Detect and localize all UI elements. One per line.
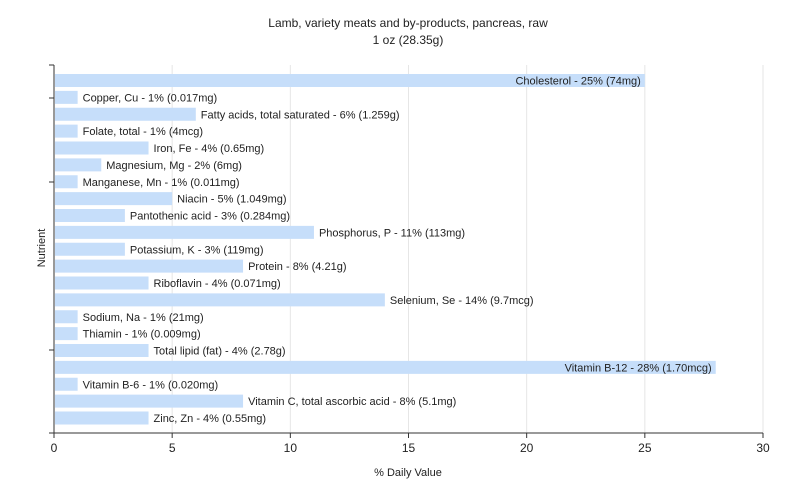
bar-label: Vitamin B-6 - 1% (0.020mg) xyxy=(83,379,219,391)
x-tick-label: 15 xyxy=(402,441,416,455)
bar-label: Folate, total - 1% (4mcg) xyxy=(83,126,203,138)
bar-label: Iron, Fe - 4% (0.65mg) xyxy=(154,143,265,155)
bar xyxy=(55,107,196,121)
bar xyxy=(55,411,149,425)
bar-label: Copper, Cu - 1% (0.017mg) xyxy=(83,92,218,104)
y-axis-label: Nutrient xyxy=(36,229,48,268)
bar xyxy=(55,293,385,307)
x-tick-label: 30 xyxy=(756,441,770,455)
x-axis-label: % Daily Value xyxy=(374,467,442,479)
bar xyxy=(55,344,149,357)
bar-label: Riboflavin - 4% (0.071mg) xyxy=(154,278,281,290)
bar-label: Pantothenic acid - 3% (0.284mg) xyxy=(130,211,290,223)
x-tick-label: 0 xyxy=(51,441,58,455)
bar xyxy=(55,394,244,408)
bar-label: Vitamin C, total ascorbic acid - 8% (5.1… xyxy=(248,396,456,408)
bar xyxy=(55,158,102,172)
bar xyxy=(55,175,78,189)
bar xyxy=(55,310,78,324)
bar-label: Fatty acids, total saturated - 6% (1.259… xyxy=(201,109,400,121)
bar-label: Niacin - 5% (1.049mg) xyxy=(177,194,286,206)
bar-label: Phosphorus, P - 11% (113mg) xyxy=(319,227,465,239)
bar-label: Vitamin B-12 - 28% (1.70mcg) xyxy=(565,362,712,374)
x-tick-label: 25 xyxy=(638,441,652,455)
bar-label: Thiamin - 1% (0.009mg) xyxy=(83,329,201,341)
bar-label: Potassium, K - 3% (119mg) xyxy=(130,244,264,256)
bar xyxy=(55,90,78,104)
bar xyxy=(55,259,244,273)
x-tick-label: 5 xyxy=(169,441,176,455)
bar-label: Sodium, Na - 1% (21mg) xyxy=(83,312,204,324)
bars: Cholesterol - 25% (74mg) Copper, Cu - 1% … xyxy=(55,74,716,425)
bar-label: Protein - 8% (4.21g) xyxy=(248,261,346,273)
bar xyxy=(55,360,716,374)
chart-subtitle: 1 oz (28.35g) xyxy=(373,33,444,47)
bar-label: Magnesium, Mg - 2% (6mg) xyxy=(106,160,242,172)
bar xyxy=(55,242,125,256)
x-tick-label: 20 xyxy=(520,441,534,455)
bar-label: Manganese, Mn - 1% (0.011mg) xyxy=(83,177,240,189)
bar-label: Cholesterol - 25% (74mg) xyxy=(515,76,640,88)
bar xyxy=(55,327,78,341)
bar xyxy=(55,74,645,87)
bar xyxy=(55,141,149,155)
bar xyxy=(55,377,78,391)
chart-title: Lamb, variety meats and by-products, pan… xyxy=(268,16,548,30)
x-tick-labels: 0 5 10 15 20 25 30 xyxy=(51,441,770,455)
bar xyxy=(55,209,125,222)
x-tick-label: 10 xyxy=(284,441,298,455)
bar-label: Total lipid (fat) - 4% (2.78g) xyxy=(154,346,286,358)
bar-label: Selenium, Se - 14% (9.7mcg) xyxy=(390,295,534,307)
bar xyxy=(55,225,314,239)
bar-label: Zinc, Zn - 4% (0.55mg) xyxy=(154,413,266,425)
bar xyxy=(55,124,78,138)
axes xyxy=(49,64,764,438)
bar xyxy=(55,276,149,290)
bar xyxy=(55,192,173,206)
